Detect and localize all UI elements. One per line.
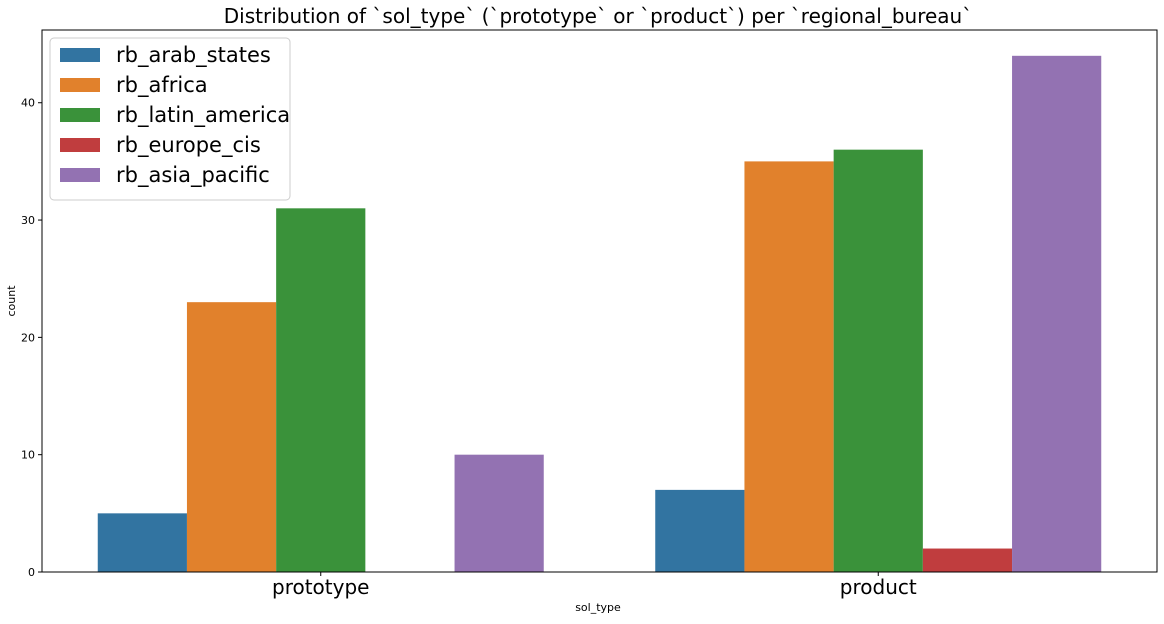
legend-label-rb_europe_cis: rb_europe_cis (116, 133, 261, 158)
y-tick-label: 20 (21, 331, 35, 344)
y-tick-label: 10 (21, 449, 35, 462)
legend-swatch-rb_asia_pacific (60, 168, 100, 182)
legend: rb_arab_states rb_africa rb_latin_americar… (49, 37, 291, 201)
x-tick-label-product: product (840, 575, 917, 599)
legend-swatch-rb_europe_cis (60, 138, 100, 152)
legend-label-rb_latin_america: rb_latin_america (116, 103, 290, 128)
bar-rb_africa-product (744, 161, 834, 572)
bar-rb_asia_pacific-prototype (454, 454, 544, 572)
y-axis: 0 10 20 30 40 (21, 97, 42, 579)
bar-rb_arab_states-prototype (97, 513, 187, 572)
x-axis: prototype product (272, 572, 917, 599)
legend-label-rb_asia_pacific: rb_asia_pacific (116, 163, 270, 188)
legend-swatch-rb_africa (60, 78, 100, 92)
x-tick-label-prototype: prototype (272, 575, 369, 599)
legend-swatch-rb_arab_states (60, 48, 100, 62)
y-axis-label: count (5, 285, 18, 317)
plot-frame (41, 29, 1158, 573)
chart-title: Distribution of `sol_type` (`prototype` … (224, 4, 973, 28)
legend-box (49, 37, 291, 201)
y-tick-label: 0 (28, 566, 35, 579)
bar-rb_europe_cis-product (922, 548, 1013, 572)
legend-label-rb_africa: rb_africa (116, 73, 208, 98)
legend-swatch-rb_latin_america (60, 108, 100, 122)
bar-rb_latin_america-product (833, 149, 923, 572)
bar-rb_arab_states-product (655, 489, 745, 572)
bar-rb_africa-prototype (186, 302, 277, 572)
x-axis-label: sol_type (575, 601, 621, 614)
bar-rb_asia_pacific-product (1012, 55, 1102, 573)
y-tick-label: 40 (21, 97, 35, 110)
bar-rb_latin_america-prototype (276, 208, 366, 572)
bars (97, 55, 1102, 573)
y-tick-label: 30 (21, 214, 35, 227)
legend-label-rb_arab_states: rb_arab_states (116, 43, 271, 68)
